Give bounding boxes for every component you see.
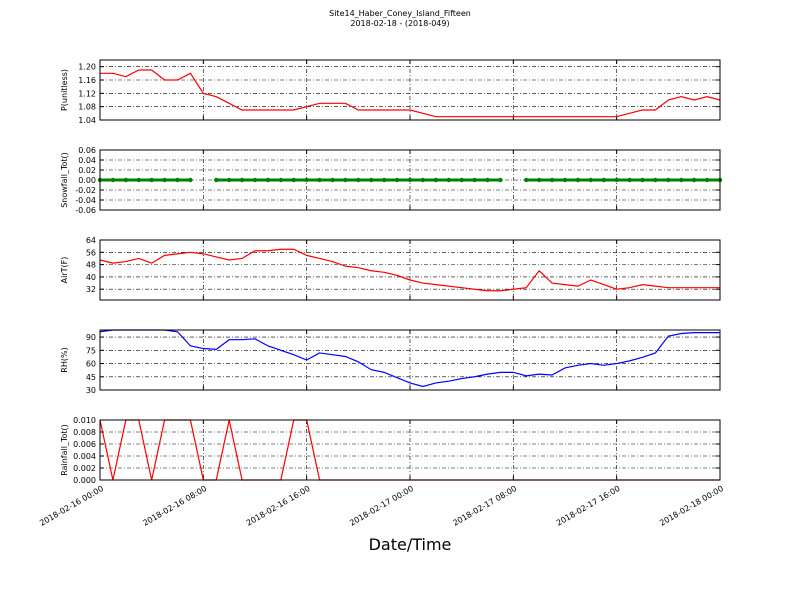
y-axis-label: P(unitless) <box>60 69 69 111</box>
y-axis-label: Snowfall_Tot() <box>60 152 69 208</box>
y-tick-label: 0.02 <box>78 166 96 175</box>
y-tick-label: 56 <box>86 248 96 257</box>
data-point <box>498 177 503 183</box>
y-tick-label: 90 <box>86 333 96 342</box>
data-point <box>226 177 232 183</box>
figure-title: Site14_Haber_Coney_Island_Fifteen <box>329 9 471 18</box>
x-tick-label: 2018-02-17 16:00 <box>555 484 622 528</box>
data-point <box>653 177 658 183</box>
y-tick-label: 30 <box>86 386 96 395</box>
x-tick-label: 2018-02-16 00:00 <box>38 484 105 528</box>
y-axis-label: Rainfall_Tot() <box>60 424 69 476</box>
y-tick-label: 1.12 <box>78 89 96 98</box>
data-point <box>381 177 387 183</box>
y-tick-label: 0.06 <box>78 146 96 155</box>
data-point <box>291 177 296 183</box>
x-tick-label: 2018-02-18 00:00 <box>658 484 725 528</box>
y-tick-label: 40 <box>86 273 96 282</box>
y-tick-label: 0.008 <box>73 428 96 437</box>
data-point <box>304 177 309 183</box>
y-tick-label: 45 <box>86 373 96 382</box>
x-tick-label: 2018-02-17 08:00 <box>451 484 518 528</box>
y-tick-label: 0.002 <box>73 464 96 473</box>
x-axis-label: Date/Time <box>369 535 452 554</box>
data-point <box>627 177 632 183</box>
y-tick-label: 0.004 <box>73 452 96 461</box>
y-tick-label: 1.04 <box>78 116 96 125</box>
y-tick-label: 75 <box>86 346 96 355</box>
data-point <box>110 177 116 183</box>
data-point <box>136 177 141 183</box>
data-point <box>317 177 322 183</box>
plot-frame <box>99 419 721 481</box>
y-tick-label: 0.00 <box>78 176 96 185</box>
data-point <box>214 177 219 183</box>
data-point <box>485 177 490 183</box>
y-tick-label: 48 <box>86 261 96 270</box>
y-tick-label: 1.20 <box>78 63 96 72</box>
data-line <box>99 248 720 292</box>
y-tick-label: -0.06 <box>75 206 96 215</box>
data-point <box>394 177 400 183</box>
data-point <box>536 177 542 183</box>
data-point <box>524 177 529 183</box>
y-tick-label: 0.006 <box>73 440 96 449</box>
data-point <box>459 177 464 183</box>
data-point <box>175 177 180 183</box>
data-line <box>99 329 720 388</box>
data-point <box>162 177 167 183</box>
x-tick-label: 2018-02-16 08:00 <box>141 484 208 528</box>
data-point <box>446 177 451 183</box>
figure-subtitle: 2018-02-18 - (2018-049) <box>350 19 449 28</box>
data-point <box>149 177 154 183</box>
data-point <box>691 177 697 183</box>
plot-frame <box>99 149 721 211</box>
y-tick-label: -0.02 <box>75 186 96 195</box>
data-point <box>614 177 619 183</box>
y-tick-label: 1.08 <box>78 103 96 112</box>
data-point <box>252 177 258 183</box>
data-point <box>601 177 606 183</box>
data-point <box>343 177 348 183</box>
data-line <box>100 69 721 118</box>
data-point <box>239 177 245 183</box>
plot-frame <box>99 329 721 391</box>
data-point <box>704 177 710 183</box>
plot-frame <box>99 59 721 121</box>
data-point <box>188 177 193 183</box>
data-point <box>549 177 555 183</box>
data-point <box>420 177 426 183</box>
data-point <box>407 177 413 183</box>
data-point <box>562 177 568 183</box>
x-tick-label: 2018-02-16 16:00 <box>245 484 312 528</box>
y-tick-label: 0.010 <box>73 416 96 425</box>
data-point <box>588 177 594 183</box>
y-tick-label: 60 <box>86 360 96 369</box>
y-tick-label: 32 <box>86 285 96 294</box>
y-tick-label: 64 <box>86 236 96 245</box>
y-axis-label: AirT(F) <box>60 257 69 284</box>
data-point <box>575 177 581 183</box>
data-point <box>356 177 361 183</box>
plot-frame <box>99 239 721 301</box>
data-point <box>330 177 335 183</box>
y-tick-label: 1.16 <box>78 76 96 85</box>
data-point <box>265 177 271 183</box>
y-tick-label: 0.000 <box>73 476 96 485</box>
data-point <box>369 177 374 183</box>
y-tick-label: -0.04 <box>75 196 96 205</box>
data-point <box>278 177 284 183</box>
x-tick-label: 2018-02-17 00:00 <box>348 484 415 528</box>
data-point <box>679 177 684 183</box>
y-axis-label: RH(%) <box>60 347 69 372</box>
data-point <box>472 177 477 183</box>
data-point <box>640 177 645 183</box>
data-point <box>666 177 671 183</box>
y-tick-label: 0.04 <box>78 156 96 165</box>
data-point <box>123 177 129 183</box>
data-point <box>433 177 439 183</box>
